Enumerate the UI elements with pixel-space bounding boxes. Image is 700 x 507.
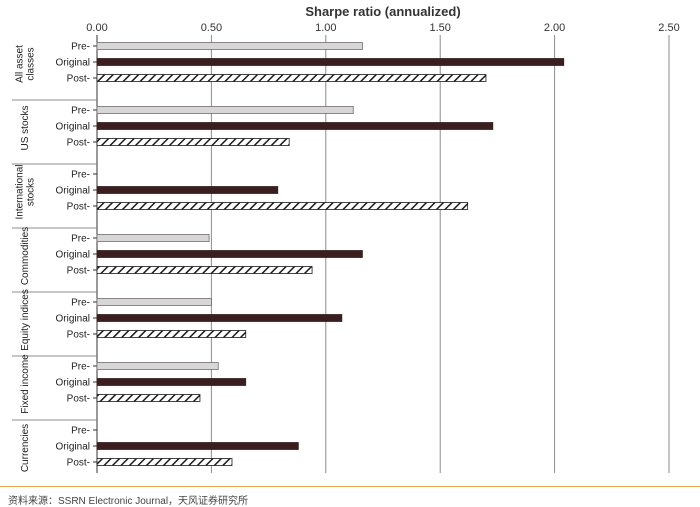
- bar-original: [96, 58, 565, 66]
- group-label-line: Commodities: [20, 227, 31, 285]
- bar-category-label: Post-: [67, 202, 90, 213]
- bar-category-label: Pre-: [71, 362, 90, 373]
- category-groups: All assetclasses US stocks Internationalst…: [12, 45, 97, 472]
- bar-category-label: Post-: [67, 138, 90, 149]
- group-label: US stocks: [20, 105, 31, 150]
- bar-category-label: Post-: [67, 394, 90, 405]
- bar-category-label: Original: [56, 250, 90, 261]
- bar-pre: [96, 362, 219, 370]
- bar-post: [96, 330, 247, 338]
- bar-pre: [96, 234, 210, 242]
- x-tick-label: 1.50: [429, 22, 450, 34]
- bar-category-label: Post-: [67, 330, 90, 341]
- x-tick-label: 1.00: [315, 22, 336, 34]
- bar-original: [96, 378, 247, 386]
- x-tick-label: 0.50: [201, 22, 222, 34]
- bar-category-label: Original: [56, 122, 90, 133]
- group-label: Currencies: [20, 424, 31, 472]
- bar-category-label: Original: [56, 314, 90, 325]
- bar-category-label: Original: [56, 58, 90, 69]
- bar-category-label: Original: [56, 442, 90, 453]
- group-label: Internationalstocks: [15, 164, 37, 219]
- group-label-line: US stocks: [20, 105, 31, 150]
- group-label: All assetclasses: [15, 45, 37, 83]
- bar-original: [96, 250, 363, 258]
- bar-post: [96, 202, 469, 210]
- group-label: Commodities: [20, 227, 31, 285]
- bar-category-label: Pre-: [71, 170, 90, 181]
- bars: Pre- Original Post- Pre- Original Post- Pre- Or…: [56, 42, 565, 469]
- footer-divider: [0, 486, 700, 487]
- bar-original: [96, 314, 343, 322]
- bar-category-label: Pre-: [71, 298, 90, 309]
- group-label: Fixed income: [20, 354, 31, 414]
- x-axis: 0.00 0.50 1.00 1.50 2.00 2.50: [86, 22, 680, 473]
- x-tick-label: 2.50: [658, 22, 679, 34]
- bar-category-label: Post-: [67, 266, 90, 277]
- group-label-line: Equity indices: [20, 289, 31, 351]
- bar-category-label: Pre-: [71, 106, 90, 117]
- bar-pre: [96, 42, 363, 50]
- bar-original: [96, 442, 299, 450]
- bar-original: [96, 122, 494, 130]
- x-tick-label: 2.00: [544, 22, 565, 34]
- bar-post: [96, 394, 201, 402]
- group-label-line: Currencies: [20, 424, 31, 472]
- bar-category-label: Original: [56, 186, 90, 197]
- bar-pre: [96, 298, 212, 306]
- bar-category-label: Pre-: [71, 234, 90, 245]
- chart-title: Sharpe ratio (annualized): [305, 4, 460, 19]
- bar-category-label: Pre-: [71, 426, 90, 437]
- group-label-line: stocks: [26, 178, 37, 206]
- bar-post: [96, 74, 487, 82]
- sharpe-ratio-chart: Sharpe ratio (annualized) 0.00 0.50 1.00 1.…: [12, 4, 680, 473]
- group-label: Equity indices: [20, 289, 31, 351]
- bar-post: [96, 458, 233, 466]
- bar-post: [96, 138, 290, 146]
- bar-original: [96, 186, 279, 194]
- group-label-line: All asset: [15, 45, 26, 83]
- bar-category-label: Original: [56, 378, 90, 389]
- bar-category-label: Post-: [67, 458, 90, 469]
- group-label-line: Fixed income: [20, 354, 31, 414]
- x-tick-label: 0.00: [86, 22, 107, 34]
- bar-post: [96, 266, 313, 274]
- group-label-line: International: [15, 164, 26, 219]
- bar-category-label: Post-: [67, 74, 90, 85]
- bar-category-label: Pre-: [71, 42, 90, 53]
- bar-pre: [96, 106, 354, 114]
- source-note: 资料来源：SSRN Electronic Journal，天风证券研究所: [8, 496, 249, 507]
- group-label-line: classes: [26, 47, 37, 80]
